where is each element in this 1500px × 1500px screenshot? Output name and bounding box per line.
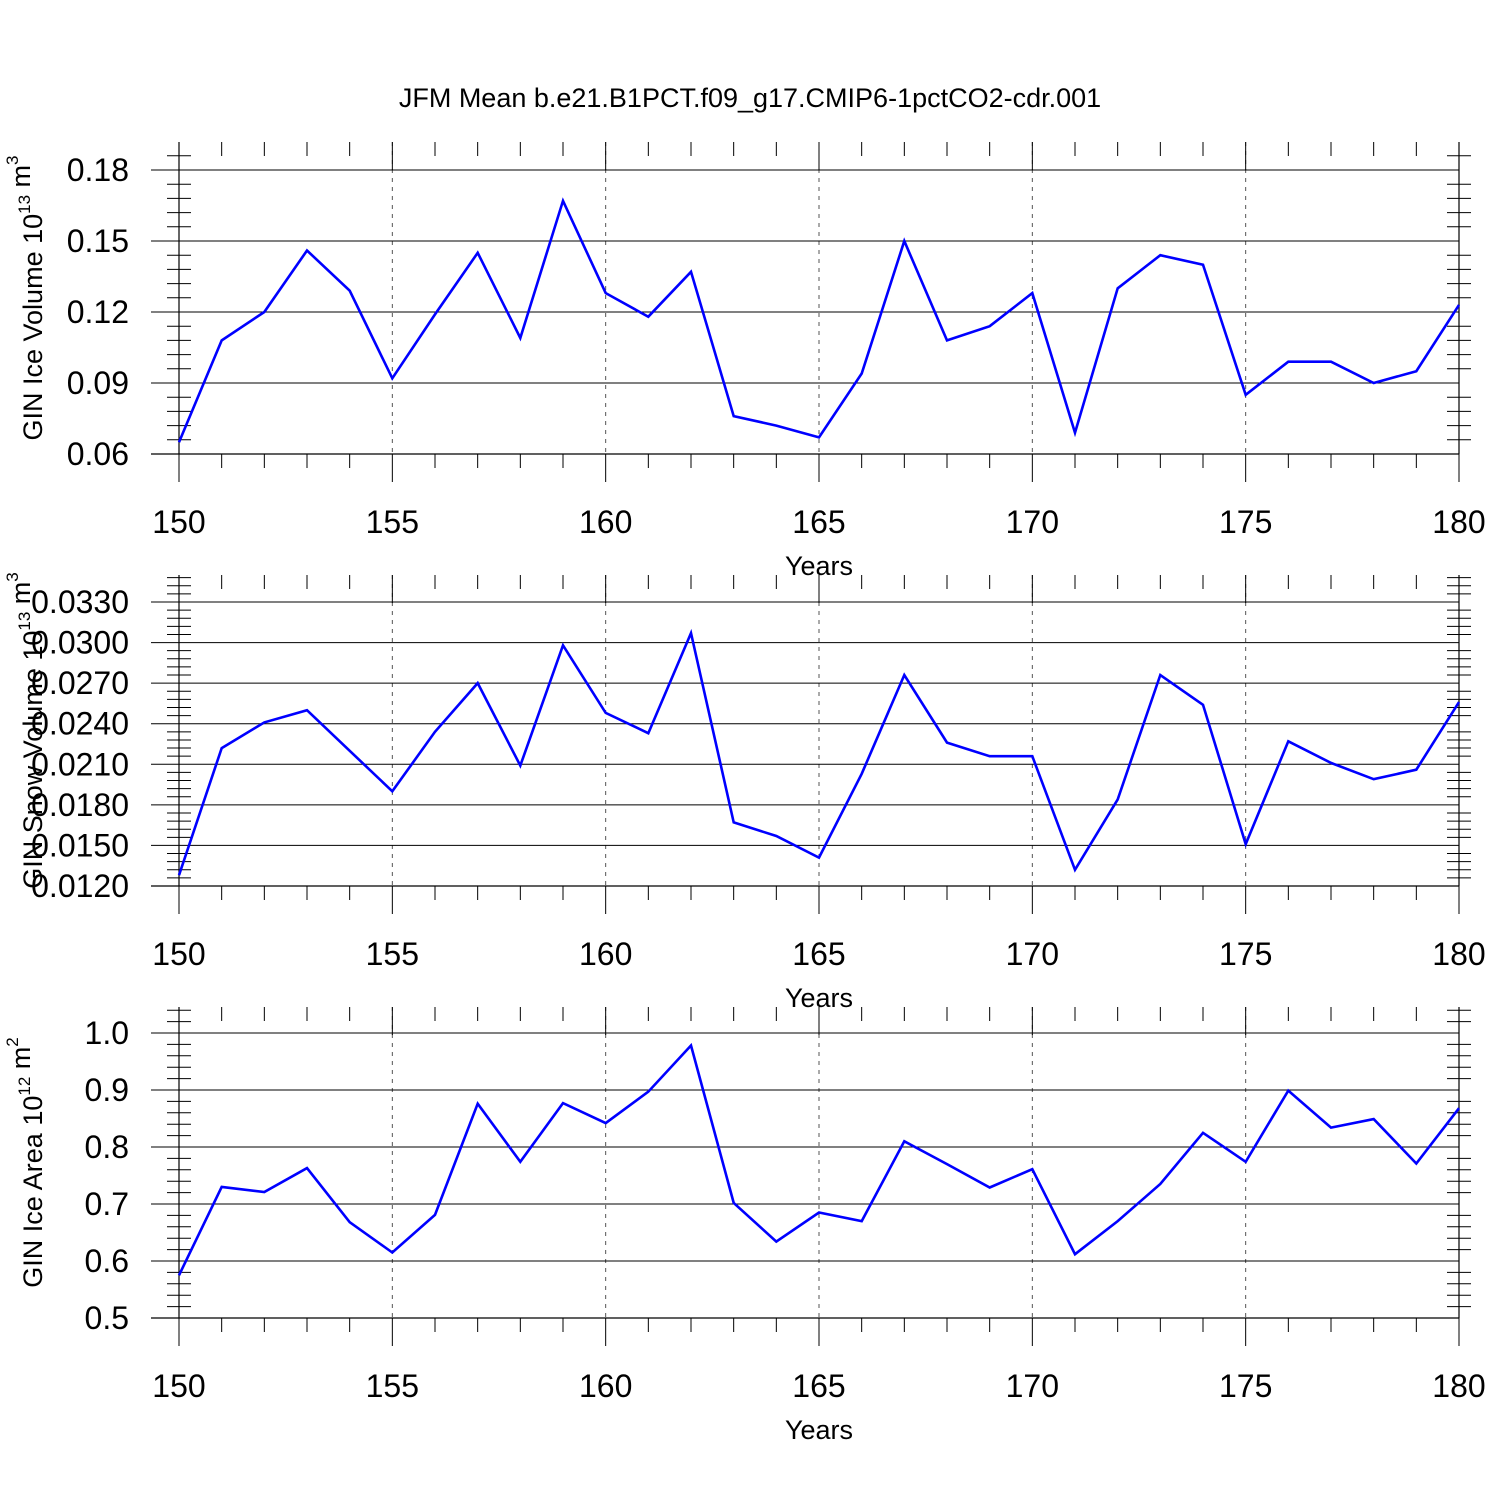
y-tick-label: 0.0270 <box>31 665 129 701</box>
y-tick-label: 0.8 <box>85 1129 129 1165</box>
y-tick-label: 0.09 <box>67 365 129 401</box>
x-tick-label: 175 <box>1219 936 1272 972</box>
x-tick-label: 180 <box>1432 1368 1485 1404</box>
x-tick-label: 170 <box>1006 504 1059 540</box>
y-axis-title: GIN Ice Area 1012 m2 <box>3 1037 48 1288</box>
y-tick-label: 0.18 <box>67 152 129 188</box>
x-tick-label: 175 <box>1219 1368 1272 1404</box>
x-tick-label: 160 <box>579 504 632 540</box>
y-tick-label: 0.6 <box>85 1243 129 1279</box>
chart-panel-2: 0.0120 0.0150 0.0180 0.0210 0.0240 0.0270 0.03… <box>3 572 1486 1013</box>
x-axis-title: Years <box>785 1415 853 1445</box>
x-tick-label: 160 <box>579 936 632 972</box>
x-tick-label: 155 <box>366 504 419 540</box>
y-axis-title-superscript: 13 <box>15 195 34 214</box>
y-axis-title-part: GIN Snow Volume 10 <box>18 631 48 889</box>
y-tick-label: 0.0330 <box>31 584 129 620</box>
x-tick-label: 155 <box>366 1368 419 1404</box>
y-tick-label: 0.0240 <box>31 706 129 742</box>
y-axis-title-part: GIN Ice Area 10 <box>18 1096 48 1288</box>
y-axis-title: GIN Ice Volume 1013 m3 <box>3 155 48 440</box>
x-tick-label: 175 <box>1219 504 1272 540</box>
x-tick-label: 150 <box>152 936 205 972</box>
x-tick-label: 165 <box>792 936 845 972</box>
x-tick-label: 165 <box>792 1368 845 1404</box>
y-tick-label: 0.0150 <box>31 827 129 863</box>
y-tick-label: 0.7 <box>85 1186 129 1222</box>
y-tick-label: 1.0 <box>85 1015 129 1051</box>
y-tick-label: 0.9 <box>85 1072 129 1108</box>
chart-panel-3: 0.5 0.6 0.7 0.8 0.9 1.0 150 155 160 165 170 175 180 Y… <box>3 1007 1486 1445</box>
y-tick-label: 0.0120 <box>31 868 129 904</box>
y-tick-label: 0.0210 <box>31 746 129 782</box>
y-tick-label: 0.06 <box>67 436 129 472</box>
x-tick-label: 180 <box>1432 936 1485 972</box>
y-axis-title-superscript: 3 <box>3 572 22 581</box>
y-axis-title-superscript: 12 <box>15 1077 34 1096</box>
chart-panel-1: 0.06 0.09 0.12 0.15 0.18 150 155 160 165 170 175 18… <box>3 142 1486 581</box>
y-axis-title-part: m <box>6 1047 36 1077</box>
y-tick-label: 0.15 <box>67 223 129 259</box>
y-tick-label: 0.0300 <box>31 625 129 661</box>
figure-title: JFM Mean b.e21.B1PCT.f09_g17.CMIP6-1pctC… <box>399 83 1101 113</box>
x-tick-label: 150 <box>152 504 205 540</box>
series-line <box>177 1042 1461 1276</box>
x-tick-label: 160 <box>579 1368 632 1404</box>
chart-panels: 0.06 0.09 0.12 0.15 0.18 150 155 160 165 170 175 18… <box>3 142 1486 1445</box>
y-axis-title-part: GIN Ice Volume 10 <box>18 214 48 441</box>
series-line <box>177 197 1461 443</box>
x-tick-label: 180 <box>1432 504 1485 540</box>
y-axis-title-superscript: 2 <box>3 1037 22 1046</box>
x-tick-label: 165 <box>792 504 845 540</box>
series-line <box>177 628 1461 876</box>
y-axis-title-superscript: 13 <box>15 612 34 631</box>
x-tick-label: 150 <box>152 1368 205 1404</box>
y-tick-label: 0.5 <box>85 1300 129 1336</box>
y-axis-title: GIN Snow Volume 1013 m3 <box>3 572 48 889</box>
y-axis-title-superscript: 3 <box>3 155 22 164</box>
y-tick-label: 0.0180 <box>31 787 129 823</box>
y-tick-label: 0.12 <box>67 294 129 330</box>
y-axis-title-part: m <box>6 165 36 195</box>
y-axis-title-part: m <box>6 582 36 612</box>
x-tick-label: 170 <box>1006 1368 1059 1404</box>
x-tick-label: 155 <box>366 936 419 972</box>
x-tick-label: 170 <box>1006 936 1059 972</box>
